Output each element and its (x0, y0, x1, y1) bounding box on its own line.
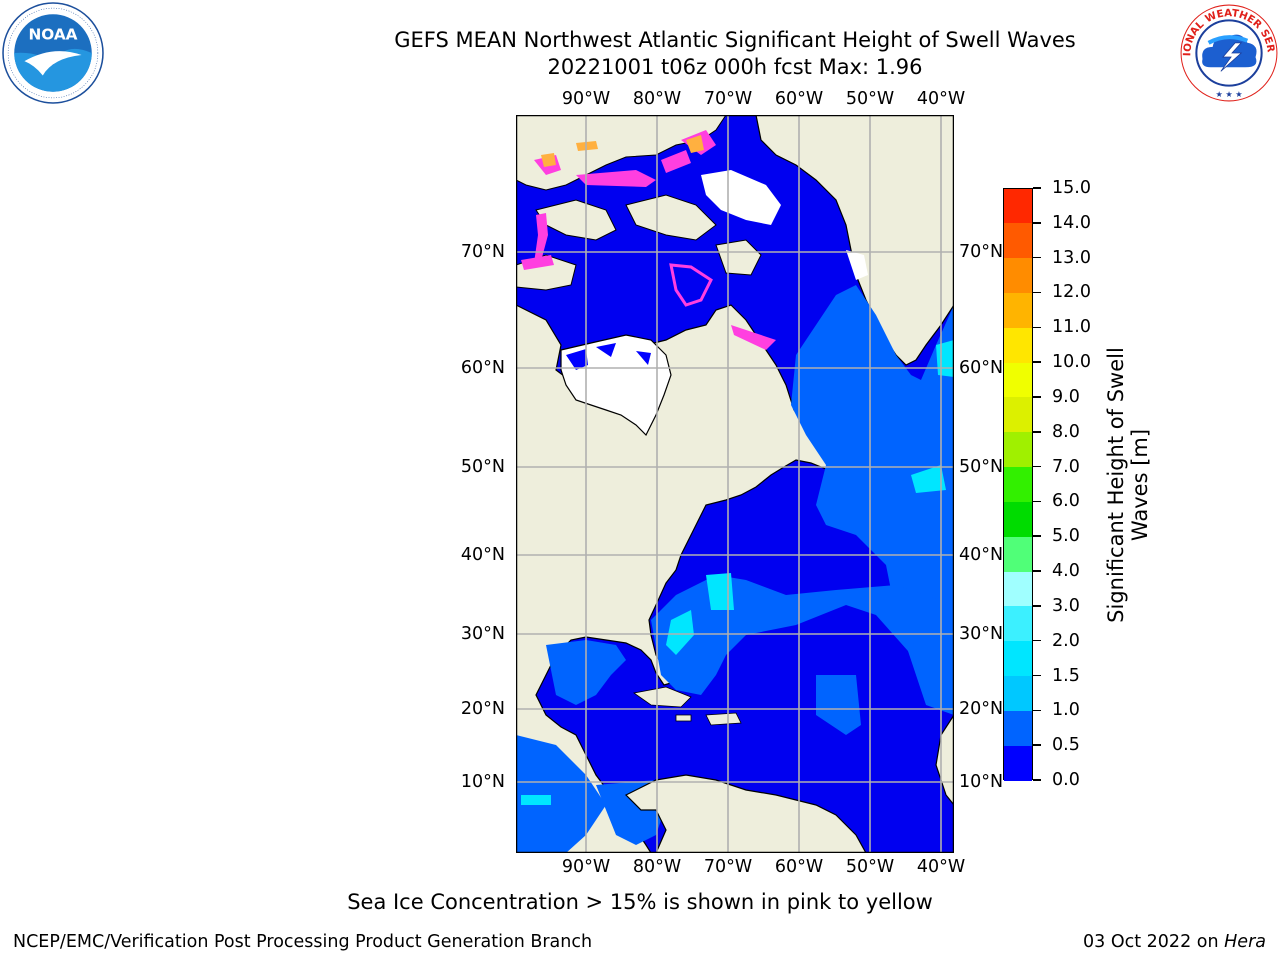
lat-label-right: 70°N (959, 242, 1004, 262)
colorbar-segment (1004, 571, 1032, 607)
lon-label-bottom: 50°W (845, 857, 895, 877)
svg-text:★ ★ ★: ★ ★ ★ (1215, 89, 1242, 99)
lat-label-left: 30°N (460, 624, 505, 644)
lon-label-top: 70°W (703, 89, 753, 109)
colorbar-tick-mark (1033, 570, 1041, 572)
colorbar-title: Significant Height of Swell Waves [m] (1104, 347, 1152, 623)
colorbar-tick-label: 15.0 (1052, 178, 1091, 198)
lon-label-bottom: 90°W (561, 857, 611, 877)
colorbar-segment (1004, 676, 1032, 711)
colorbar-tick-label: 2.0 (1052, 630, 1080, 651)
colorbar-tick-mark (1033, 709, 1041, 712)
lat-label-left: 20°N (460, 699, 505, 719)
colorbar-segment (1004, 745, 1032, 781)
lat-label-left: 70°N (460, 242, 505, 262)
lon-label-bottom: 80°W (632, 857, 682, 877)
lon-label-top: 90°W (561, 89, 611, 109)
colorbar-segment (1004, 258, 1032, 293)
lon-label-top: 80°W (632, 89, 682, 109)
colorbar-tick-mark (1033, 256, 1041, 259)
colorbar-tick-label: 8.0 (1052, 421, 1080, 442)
lat-label-left: 10°N (460, 772, 505, 792)
colorbar-segment (1004, 467, 1032, 502)
colorbar-tick-mark (1033, 326, 1041, 329)
lat-label-left: 50°N (460, 457, 505, 477)
land-north-america (516, 304, 838, 853)
colorbar-tick-mark (1033, 187, 1041, 189)
colorbar-tick-mark (1033, 396, 1041, 398)
footer-date-text: 03 Oct 2022 on (1083, 932, 1225, 952)
colorbar-tick-mark (1033, 291, 1041, 294)
footer-credit: NCEP/EMC/Verification Post Processing Pr… (13, 932, 593, 952)
colorbar-tick-label: 7.0 (1052, 456, 1080, 477)
colorbar-segment (1004, 501, 1032, 537)
lon-label-top: 60°W (774, 89, 824, 109)
colorbar-tick-label: 1.5 (1052, 665, 1080, 686)
colorbar-tick-mark (1033, 535, 1041, 537)
lat-label-right: 10°N (959, 772, 1004, 792)
colorbar-tick-label: 12.0 (1052, 282, 1091, 303)
colorbar-segment (1004, 362, 1032, 398)
colorbar-tick-label: 11.0 (1052, 317, 1091, 338)
colorbar-tick-mark (1033, 431, 1041, 433)
colorbar-segment (1004, 327, 1032, 363)
graticule (516, 115, 954, 853)
colorbar-tick-mark (1033, 779, 1041, 781)
colorbar (1003, 188, 1033, 781)
colorbar-segment (1004, 536, 1032, 572)
colorbar-tick-label: 9.0 (1052, 386, 1080, 407)
colorbar-tick-label: 4.0 (1052, 561, 1080, 582)
land-arctic-islands (516, 115, 727, 191)
colorbar-tick-mark (1033, 361, 1041, 363)
nws-logo-icon: NATIONAL WEATHER SERVICE ★ ★ ★ (1178, 2, 1279, 103)
colorbar-segment (1004, 188, 1032, 224)
colorbar-segment (1004, 223, 1032, 259)
footer-host: Hera (1224, 932, 1266, 952)
colorbar-tick-label: 14.0 (1052, 212, 1091, 233)
lat-label-right: 50°N (959, 457, 1004, 477)
land-south-america (624, 774, 867, 853)
lat-label-right: 60°N (959, 358, 1004, 378)
colorbar-tick-mark (1033, 465, 1041, 468)
lon-label-bottom: 40°W (916, 857, 966, 877)
colorbar-segment (1004, 606, 1032, 642)
chart-title: GEFS MEAN Northwest Atlantic Significant… (394, 28, 1076, 52)
colorbar-tick-mark (1033, 744, 1041, 746)
colorbar-tick-mark (1033, 674, 1041, 677)
footer-date: 03 Oct 2022 on Hera (1083, 932, 1266, 952)
chart-subtitle: 20221001 t06z 000h fcst Max: 1.96 (547, 55, 923, 79)
lat-label-left: 40°N (460, 545, 505, 565)
colorbar-tick-label: 3.0 (1052, 595, 1080, 616)
map-panel (516, 115, 954, 853)
lon-label-bottom: 70°W (703, 857, 753, 877)
colorbar-tick-label: 5.0 (1052, 526, 1080, 547)
lat-label-left: 60°N (460, 358, 505, 378)
colorbar-tick-label: 0.5 (1052, 735, 1080, 756)
colorbar-tick-mark (1033, 500, 1041, 503)
sea-ice-note: Sea Ice Concentration > 15% is shown in … (347, 890, 933, 914)
lat-label-right: 30°N (959, 624, 1004, 644)
lon-label-top: 40°W (916, 89, 966, 109)
lat-label-right: 20°N (959, 699, 1004, 719)
colorbar-segment (1004, 641, 1032, 677)
colorbar-tick-label: 10.0 (1052, 352, 1091, 373)
colorbar-tick-mark (1033, 639, 1041, 642)
colorbar-tick-label: 0.0 (1052, 770, 1080, 790)
colorbar-segment (1004, 432, 1032, 468)
colorbar-tick-mark (1033, 222, 1041, 224)
colorbar-tick-label: 1.0 (1052, 700, 1080, 721)
colorbar-tick-label: 6.0 (1052, 491, 1080, 512)
colorbar-tick-mark (1033, 605, 1041, 607)
svg-text:NOAA: NOAA (28, 26, 77, 44)
lat-label-right: 40°N (959, 545, 1004, 565)
lon-label-bottom: 60°W (774, 857, 824, 877)
lon-label-top: 50°W (845, 89, 895, 109)
colorbar-segment (1004, 397, 1032, 433)
colorbar-segment (1004, 710, 1032, 746)
hudson-bay (560, 334, 672, 437)
noaa-logo-icon: NOAA (2, 2, 104, 104)
colorbar-tick-label: 13.0 (1052, 247, 1091, 268)
colorbar-segment (1004, 292, 1032, 328)
